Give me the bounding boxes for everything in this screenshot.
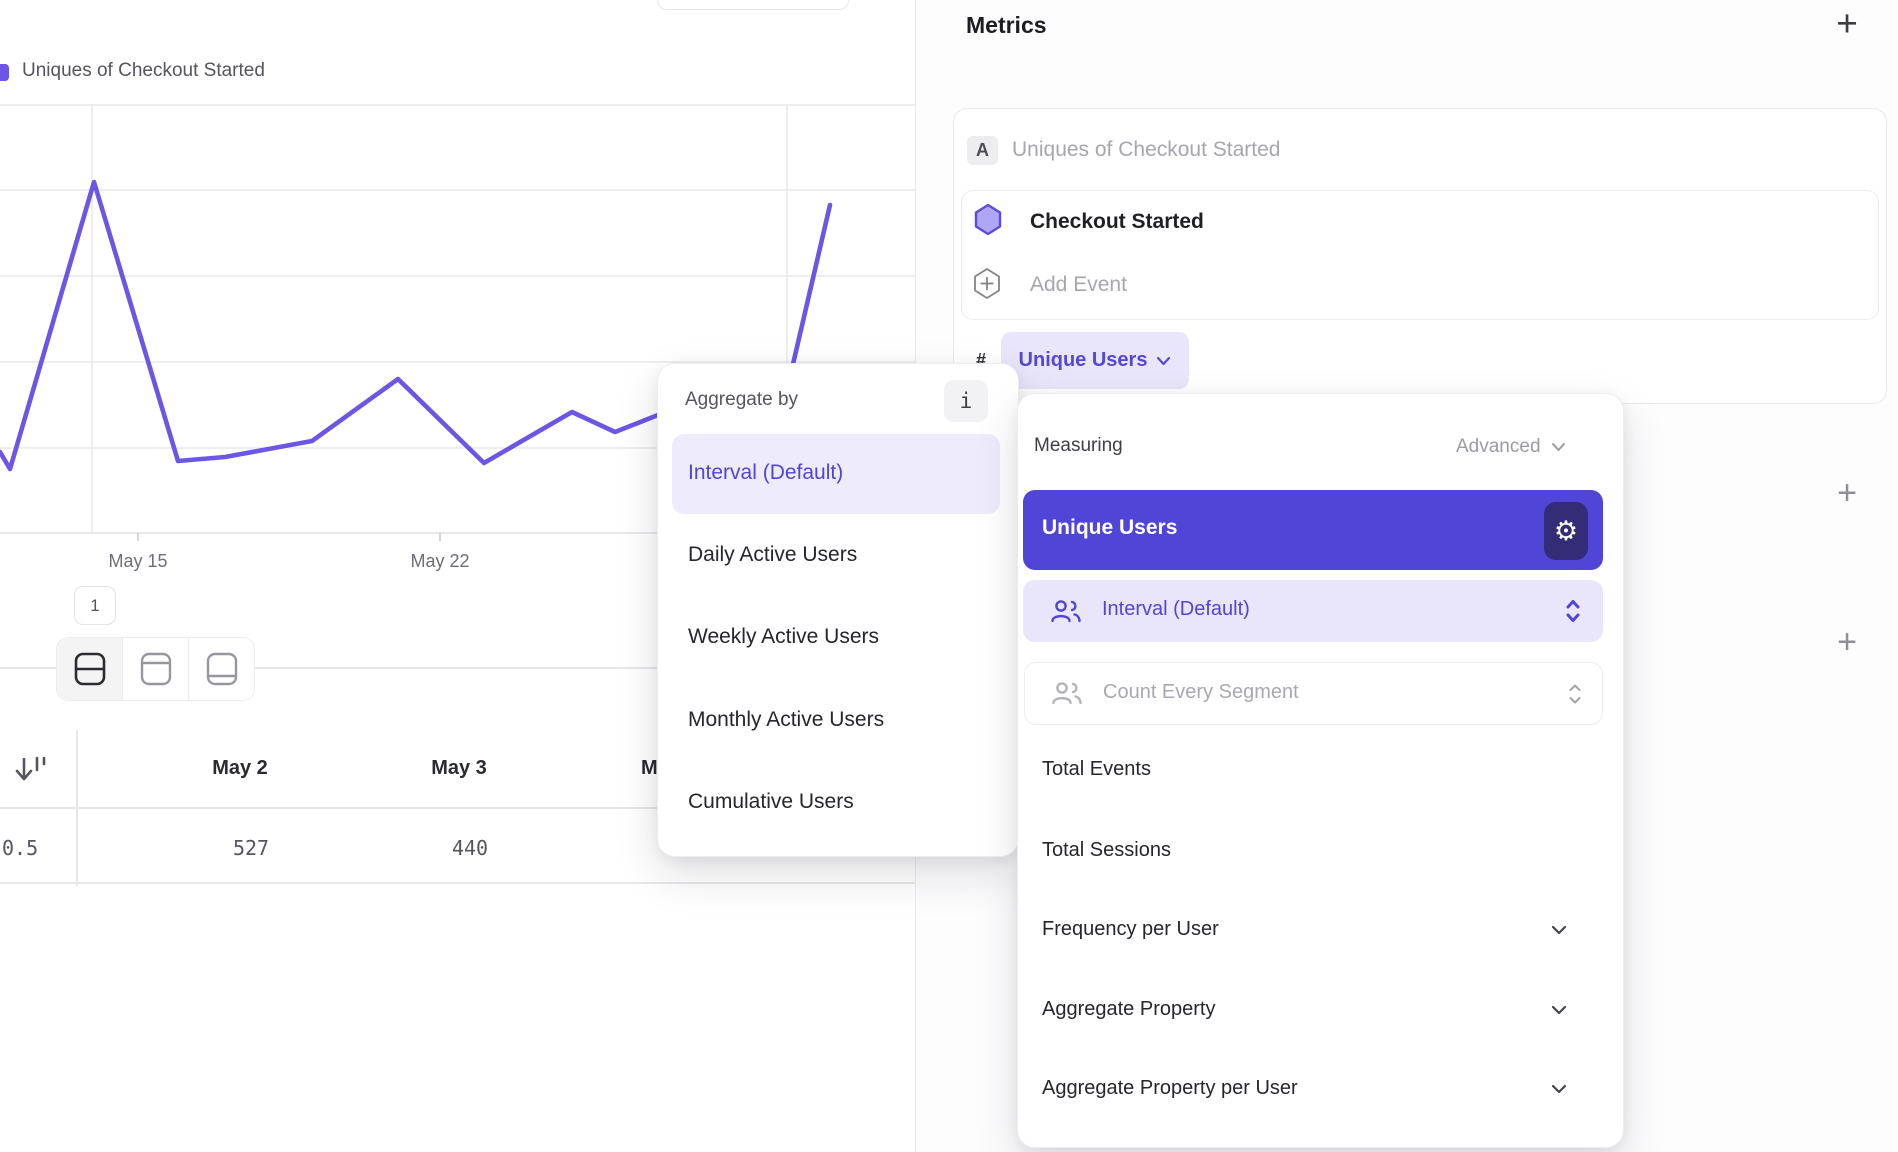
table-cell-may2[interactable]: 527 [232, 836, 270, 860]
menu-item-label: Frequency per User [1042, 918, 1219, 940]
measuring-title: Measuring [1034, 435, 1123, 456]
table-header-clipped[interactable]: M [641, 757, 658, 779]
measuring-mode-dropdown[interactable]: Advanced [1456, 436, 1566, 458]
add-section-button-2[interactable]: + [1828, 623, 1866, 661]
info-icon: i [959, 389, 973, 413]
aggregate-option-selected[interactable]: Interval (Default) [672, 434, 1000, 514]
sort-rows-icon [15, 756, 46, 781]
table-header-border [0, 807, 915, 809]
menu-item-label: Aggregate Property [1042, 998, 1216, 1020]
measure-option-aggregate-property-per-user[interactable]: Aggregate Property per User [1042, 1077, 1602, 1100]
metrics-panel-title: Metrics [966, 12, 1047, 38]
measure-option-aggregate-property[interactable]: Aggregate Property [1042, 998, 1602, 1021]
measure-interval-row[interactable]: Interval (Default) [1023, 580, 1603, 642]
measure-selected-button[interactable]: Unique Users ⚙ [1023, 490, 1603, 570]
aggregate-by-title: Aggregate by [685, 389, 799, 410]
info-button[interactable]: i [944, 380, 988, 422]
measure-option-total-events[interactable]: Total Events [1042, 758, 1151, 780]
split-horizontal-icon [74, 652, 105, 686]
select-chevrons-icon [1566, 600, 1580, 622]
panel-top-icon [140, 652, 171, 686]
menu-item-label: Aggregate Property per User [1042, 1077, 1298, 1099]
select-chevrons-icon [1569, 684, 1581, 704]
event-hexagon-icon [974, 203, 1002, 236]
chevron-down-icon [1551, 443, 1565, 451]
aggregate-option-selected-label: Interval (Default) [688, 461, 844, 484]
add-event-hexagon-icon [973, 267, 1001, 300]
plus-icon: + [1837, 623, 1857, 661]
top-partial-button[interactable] [657, 0, 849, 10]
aggregate-option-weekly[interactable]: Weekly Active Users [688, 625, 879, 648]
x-axis-label: May 15 [108, 551, 168, 571]
add-metric-button[interactable]: + [1828, 4, 1866, 44]
card-divider [0, 667, 915, 669]
measurement-chip-label: Unique Users [1018, 349, 1148, 371]
table-header-may2[interactable]: May 2 [212, 757, 268, 779]
event-card [961, 190, 1879, 320]
measure-segment-label: Count Every Segment [1103, 681, 1299, 703]
gear-icon: ⚙ [1553, 515, 1579, 547]
measurement-chip[interactable]: Unique Users [1001, 332, 1189, 389]
metric-letter: A [976, 140, 989, 160]
measure-option-total-sessions[interactable]: Total Sessions [1042, 839, 1171, 861]
table-cell-may3[interactable]: 440 [451, 836, 489, 860]
view-toggle-panel-top[interactable] [123, 638, 189, 700]
metric-name-input[interactable]: Uniques of Checkout Started [1012, 138, 1281, 161]
metric-letter-badge: A [967, 136, 998, 165]
pagination-page-button[interactable]: 1 [74, 586, 116, 625]
aggregate-option-cumulative[interactable]: Cumulative Users [688, 790, 854, 813]
add-event-button[interactable]: Add Event [1030, 273, 1127, 296]
chevron-down-icon [1551, 925, 1567, 935]
measure-option-frequency-per-user[interactable]: Frequency per User [1042, 918, 1602, 941]
chart-legend-label: Uniques of Checkout Started [22, 60, 265, 81]
legend-marker-icon [0, 64, 9, 81]
table-row-border [0, 882, 915, 884]
chevron-down-icon [1551, 1084, 1567, 1094]
users-icon [1051, 600, 1081, 623]
measure-interval-label: Interval (Default) [1102, 598, 1250, 620]
measure-segment-row[interactable]: Count Every Segment [1024, 662, 1603, 725]
panel-bottom-icon [206, 652, 237, 686]
plus-icon: + [1837, 474, 1857, 512]
measuring-mode-label: Advanced [1456, 436, 1541, 457]
measure-settings-button[interactable]: ⚙ [1544, 502, 1588, 560]
chevron-down-icon [1157, 356, 1171, 365]
chevron-down-icon [1551, 1005, 1567, 1015]
aggregate-by-popup: Aggregate by i Interval (Default) Daily … [657, 363, 1019, 857]
measuring-popup: Measuring Advanced Unique Users ⚙ Interv… [1017, 393, 1624, 1148]
pagination-page-label: 1 [90, 595, 100, 615]
aggregate-option-monthly[interactable]: Monthly Active Users [688, 708, 885, 731]
event-name[interactable]: Checkout Started [1030, 210, 1204, 233]
plus-icon: + [1836, 3, 1858, 44]
view-toggle-group [56, 637, 255, 701]
aggregate-option-daily[interactable]: Daily Active Users [688, 543, 858, 566]
measure-selected-label: Unique Users [1042, 516, 1178, 539]
measurement-prefix: # [976, 350, 987, 370]
view-toggle-panel-bottom[interactable] [189, 638, 254, 700]
table-row-label-clipped: 0.5 [2, 836, 39, 860]
table-header-may3[interactable]: May 3 [431, 757, 487, 779]
users-icon [1052, 682, 1082, 705]
x-axis-label: May 22 [410, 551, 470, 571]
add-section-button-1[interactable]: + [1828, 474, 1866, 512]
table-sort-button[interactable] [12, 750, 50, 788]
view-toggle-split-horizontal[interactable] [57, 638, 123, 700]
